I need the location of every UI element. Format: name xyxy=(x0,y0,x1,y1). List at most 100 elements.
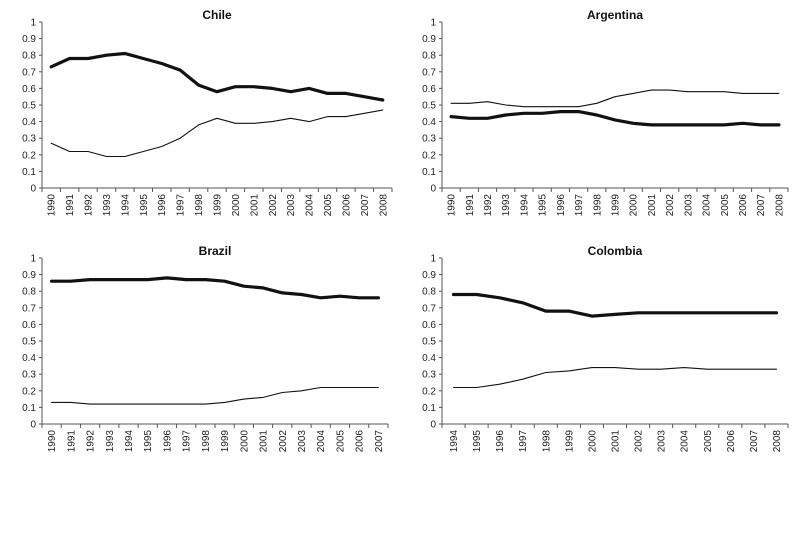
x-tick-label: 2003 xyxy=(297,430,308,453)
y-tick-label: 0.5 xyxy=(22,101,36,112)
x-tick-label: 2008 xyxy=(378,194,389,217)
y-tick-label: 1 xyxy=(30,18,36,29)
y-tick-label: 0.5 xyxy=(22,337,36,348)
x-tick-label: 1991 xyxy=(66,430,77,453)
y-tick-label: 0.6 xyxy=(22,320,36,331)
x-tick-label: 1994 xyxy=(124,430,135,453)
y-tick-label: 1 xyxy=(430,254,436,265)
x-tick-label: 1997 xyxy=(182,430,193,453)
x-tick-label: 2006 xyxy=(726,430,737,453)
y-tick-label: 1 xyxy=(430,18,436,29)
chart-title: Colombia xyxy=(588,244,643,258)
y-tick-label: 0.2 xyxy=(22,386,36,397)
x-tick-label: 1990 xyxy=(47,194,58,217)
x-tick-label: 2004 xyxy=(680,430,691,453)
y-tick-label: 0.9 xyxy=(22,270,36,281)
y-tick-label: 0.8 xyxy=(22,287,36,298)
y-tick-label: 0 xyxy=(30,420,36,431)
x-tick-label: 2005 xyxy=(323,194,334,217)
chart-title: Chile xyxy=(202,8,232,22)
x-tick-label: 1993 xyxy=(501,194,512,217)
x-tick-label: 2004 xyxy=(702,194,713,217)
series-line-thin xyxy=(452,367,778,389)
x-tick-label: 2002 xyxy=(278,430,289,453)
x-tick-label: 1990 xyxy=(447,194,458,217)
x-tick-label: 1997 xyxy=(518,430,529,453)
chart-title: Argentina xyxy=(587,8,643,22)
x-tick-label: 2002 xyxy=(634,430,645,453)
y-tick-label: 0.7 xyxy=(22,303,36,314)
x-tick-label: 2003 xyxy=(683,194,694,217)
y-tick-label: 0.8 xyxy=(422,287,436,298)
chart-panel-colombia: Colombia 0 0.1 0.2 0.3 0.4 0.5 0.6 0.7 0.8 0.9 1 199… xyxy=(422,244,789,453)
y-tick-label: 0 xyxy=(430,420,436,431)
chart-panel-chile: Chile 0 0.1 0.2 0.3 0.4 0.5 0.6 0.7 0.8 0.9 1 1990 19… xyxy=(22,8,393,217)
x-tick-label: 2006 xyxy=(355,430,366,453)
x-tick-label: 2003 xyxy=(657,430,668,453)
x-tick-label: 2008 xyxy=(772,430,783,453)
y-tick-label: 0.1 xyxy=(422,403,436,414)
x-tick-label: 2004 xyxy=(305,194,316,217)
y-tick-label: 0.2 xyxy=(422,150,436,161)
y-tick-label: 0.3 xyxy=(22,370,36,381)
x-tick-label: 2005 xyxy=(720,194,731,217)
y-tick-label: 0.8 xyxy=(422,51,436,62)
x-tick-label: 1999 xyxy=(611,194,622,217)
y-tick-label: 0.7 xyxy=(22,67,36,78)
series-line-thin xyxy=(450,89,780,108)
x-tick-label: 2007 xyxy=(756,194,767,217)
x-tick-label: 2005 xyxy=(335,430,346,453)
x-tick-label: 1999 xyxy=(213,194,224,217)
x-tick-label: 1999 xyxy=(220,430,231,453)
x-tick-label: 1998 xyxy=(592,194,603,217)
x-tick-label: 1995 xyxy=(143,430,154,453)
series-line-thick xyxy=(449,109,781,127)
y-tick-label: 0.1 xyxy=(22,403,36,414)
series-line-thick xyxy=(451,292,779,318)
x-tick-label: 1997 xyxy=(176,194,187,217)
series-line-thick xyxy=(49,276,380,300)
y-tick-label: 0.2 xyxy=(422,386,436,397)
x-tick-label: 2007 xyxy=(374,430,385,453)
x-tick-label: 2000 xyxy=(231,194,242,217)
x-tick-label: 2001 xyxy=(647,194,658,217)
x-tick-label: 1994 xyxy=(120,194,131,217)
x-tick-label: 1996 xyxy=(495,430,506,453)
x-tick-label: 1998 xyxy=(541,430,552,453)
x-tick-label: 1993 xyxy=(105,430,116,453)
x-tick-label: 1992 xyxy=(86,430,97,453)
y-tick-label: 0.1 xyxy=(22,167,36,178)
x-tick-label: 1996 xyxy=(162,430,173,453)
x-tick-label: 1997 xyxy=(574,194,585,217)
y-tick-label: 0.6 xyxy=(22,84,36,95)
series-line-thin xyxy=(50,109,384,158)
y-tick-label: 0.3 xyxy=(422,370,436,381)
y-tick-label: 0.5 xyxy=(422,101,436,112)
x-tick-label: 2001 xyxy=(259,430,270,453)
x-tick-label: 1995 xyxy=(139,194,150,217)
x-tick-label: 2001 xyxy=(249,194,260,217)
x-tick-label: 2008 xyxy=(774,194,785,217)
y-tick-label: 0 xyxy=(430,184,436,195)
chart-panel-brazil: Brazil 0 0.1 0.2 0.3 0.4 0.5 0.6 0.7 0.8 0.9 1 1990 1… xyxy=(22,244,389,453)
y-tick-label: 0.4 xyxy=(22,353,36,364)
x-tick-label: 1996 xyxy=(157,194,168,217)
y-tick-label: 0.4 xyxy=(422,117,436,128)
x-tick-label: 1998 xyxy=(194,194,205,217)
y-tick-label: 0.2 xyxy=(22,150,36,161)
y-tick-label: 0.9 xyxy=(422,34,436,45)
x-tick-label: 1995 xyxy=(472,430,483,453)
x-tick-label: 2001 xyxy=(611,430,622,453)
x-tick-label: 2000 xyxy=(587,430,598,453)
x-tick-label: 2006 xyxy=(738,194,749,217)
y-tick-label: 0.7 xyxy=(422,303,436,314)
x-tick-label: 2003 xyxy=(286,194,297,217)
x-tick-label: 2000 xyxy=(239,430,250,453)
x-tick-label: 1991 xyxy=(465,194,476,217)
y-tick-label: 0.8 xyxy=(22,51,36,62)
y-tick-label: 0.5 xyxy=(422,337,436,348)
x-tick-label: 1995 xyxy=(538,194,549,217)
x-tick-label: 1996 xyxy=(556,194,567,217)
y-tick-label: 1 xyxy=(30,254,36,265)
